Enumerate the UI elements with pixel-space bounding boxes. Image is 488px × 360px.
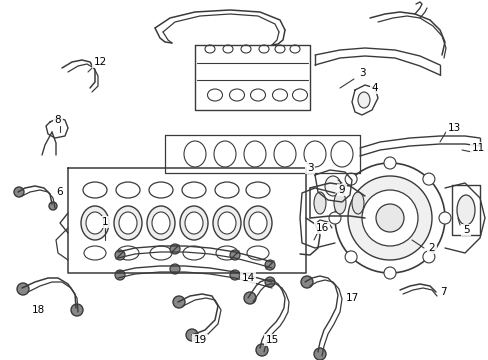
Circle shape — [229, 250, 240, 260]
Circle shape — [328, 212, 340, 224]
Ellipse shape — [83, 182, 107, 198]
Ellipse shape — [216, 246, 238, 260]
Circle shape — [422, 173, 434, 185]
Text: 4: 4 — [371, 83, 378, 93]
Circle shape — [229, 270, 240, 280]
Circle shape — [185, 329, 198, 341]
Ellipse shape — [117, 246, 139, 260]
Ellipse shape — [313, 192, 325, 214]
Ellipse shape — [184, 212, 203, 234]
Circle shape — [14, 187, 24, 197]
Ellipse shape — [215, 182, 239, 198]
Ellipse shape — [330, 141, 352, 167]
Text: 8: 8 — [55, 115, 61, 125]
Ellipse shape — [147, 206, 175, 240]
Ellipse shape — [229, 89, 244, 101]
Ellipse shape — [273, 141, 295, 167]
Circle shape — [334, 163, 444, 273]
Circle shape — [361, 190, 417, 246]
Ellipse shape — [183, 141, 205, 167]
Ellipse shape — [274, 45, 285, 53]
Circle shape — [115, 270, 125, 280]
Ellipse shape — [351, 192, 363, 214]
Circle shape — [345, 173, 356, 185]
Ellipse shape — [218, 212, 236, 234]
Ellipse shape — [272, 89, 287, 101]
Circle shape — [383, 267, 395, 279]
Text: 3: 3 — [306, 163, 313, 173]
Text: 13: 13 — [447, 123, 460, 133]
Circle shape — [173, 296, 184, 308]
Circle shape — [438, 212, 450, 224]
Ellipse shape — [304, 141, 325, 167]
Circle shape — [71, 304, 83, 316]
Text: 14: 14 — [241, 273, 254, 283]
Ellipse shape — [246, 246, 268, 260]
Text: 2: 2 — [428, 243, 434, 253]
Circle shape — [170, 264, 180, 274]
Ellipse shape — [182, 182, 205, 198]
Ellipse shape — [81, 206, 109, 240]
Text: 16: 16 — [315, 223, 328, 233]
Circle shape — [170, 244, 180, 254]
Ellipse shape — [204, 45, 215, 53]
Ellipse shape — [114, 206, 142, 240]
Ellipse shape — [259, 45, 268, 53]
Circle shape — [264, 260, 274, 270]
Text: 18: 18 — [31, 305, 44, 315]
Text: 15: 15 — [265, 335, 278, 345]
Ellipse shape — [214, 141, 236, 167]
Ellipse shape — [152, 212, 170, 234]
Circle shape — [301, 276, 312, 288]
Ellipse shape — [456, 195, 474, 225]
Ellipse shape — [86, 212, 104, 234]
Circle shape — [49, 202, 57, 210]
Ellipse shape — [207, 89, 222, 101]
Ellipse shape — [245, 182, 269, 198]
Ellipse shape — [333, 192, 346, 214]
Ellipse shape — [250, 89, 265, 101]
Ellipse shape — [248, 212, 266, 234]
Circle shape — [17, 283, 29, 295]
Text: 5: 5 — [462, 225, 468, 235]
Ellipse shape — [150, 246, 172, 260]
Text: 19: 19 — [193, 335, 206, 345]
Text: 1: 1 — [102, 217, 108, 227]
Ellipse shape — [149, 182, 173, 198]
Ellipse shape — [292, 89, 307, 101]
Circle shape — [375, 204, 403, 232]
Ellipse shape — [244, 141, 265, 167]
Text: 12: 12 — [93, 57, 106, 67]
Ellipse shape — [223, 45, 232, 53]
Circle shape — [115, 250, 125, 260]
Ellipse shape — [357, 92, 369, 108]
Ellipse shape — [183, 246, 204, 260]
Circle shape — [383, 157, 395, 169]
Circle shape — [347, 176, 431, 260]
Text: 11: 11 — [470, 143, 484, 153]
Text: 17: 17 — [345, 293, 358, 303]
Text: 3: 3 — [358, 68, 365, 78]
Ellipse shape — [241, 45, 250, 53]
Circle shape — [244, 292, 256, 304]
Circle shape — [264, 277, 274, 287]
Ellipse shape — [84, 246, 106, 260]
Ellipse shape — [119, 212, 137, 234]
Circle shape — [345, 251, 356, 263]
Ellipse shape — [213, 206, 241, 240]
Text: 6: 6 — [57, 187, 63, 197]
Ellipse shape — [116, 182, 140, 198]
Circle shape — [256, 344, 267, 356]
Ellipse shape — [244, 206, 271, 240]
Text: 9: 9 — [338, 185, 345, 195]
Circle shape — [313, 348, 325, 360]
Text: 7: 7 — [439, 287, 446, 297]
Ellipse shape — [180, 206, 207, 240]
Ellipse shape — [289, 45, 299, 53]
Ellipse shape — [325, 176, 340, 196]
Circle shape — [422, 251, 434, 263]
